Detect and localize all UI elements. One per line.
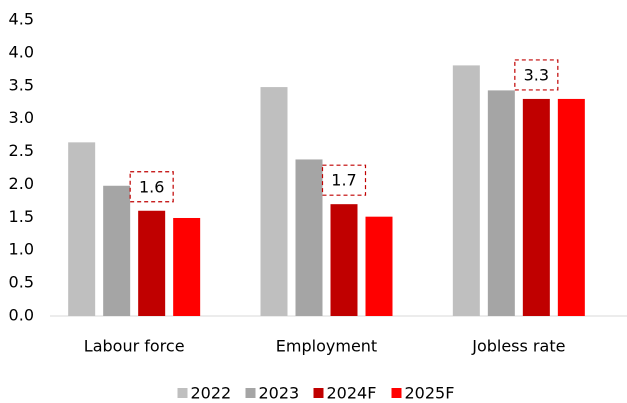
legend-swatch xyxy=(177,388,188,398)
y-tick-label: 3.5 xyxy=(9,75,34,94)
y-tick-label: 1.0 xyxy=(9,240,34,259)
y-tick-label: 2.0 xyxy=(9,174,34,193)
data-label-box xyxy=(129,171,174,203)
bar xyxy=(173,217,201,316)
legend-label: 2023 xyxy=(259,384,300,403)
legend-swatch xyxy=(245,388,256,398)
bar xyxy=(330,204,358,316)
data-label-box xyxy=(321,164,367,196)
legend-swatch xyxy=(313,388,324,398)
y-tick-label: 1.5 xyxy=(9,207,34,226)
x-tick-label: Labour force xyxy=(84,337,185,356)
bar xyxy=(295,159,323,316)
legend-label: 2025F xyxy=(405,384,455,403)
y-tick-label: 4.0 xyxy=(9,42,34,61)
bar xyxy=(68,142,96,316)
bar xyxy=(557,98,585,316)
bar xyxy=(452,65,480,317)
y-tick-label: 0.5 xyxy=(9,273,34,292)
data-label: 3.3 xyxy=(524,65,549,84)
data-label: 1.6 xyxy=(139,177,164,196)
data-label-box xyxy=(514,59,559,91)
x-tick-label: Jobless rate xyxy=(471,337,565,356)
y-tick-label: 4.5 xyxy=(9,10,34,29)
y-tick-label: 3.0 xyxy=(9,108,34,127)
bar xyxy=(103,185,131,316)
legend-label: 2024F xyxy=(327,384,377,403)
bar xyxy=(487,90,515,316)
x-tick-label: Employment xyxy=(276,337,377,356)
bar xyxy=(260,87,288,317)
legend-swatch xyxy=(391,388,402,398)
data-label: 1.7 xyxy=(331,171,356,190)
bar xyxy=(522,98,550,316)
legend-label: 2022 xyxy=(191,384,232,403)
bar xyxy=(365,216,393,316)
y-tick-label: 0.0 xyxy=(9,306,34,325)
bar xyxy=(138,210,166,316)
y-tick-label: 2.5 xyxy=(9,141,34,160)
